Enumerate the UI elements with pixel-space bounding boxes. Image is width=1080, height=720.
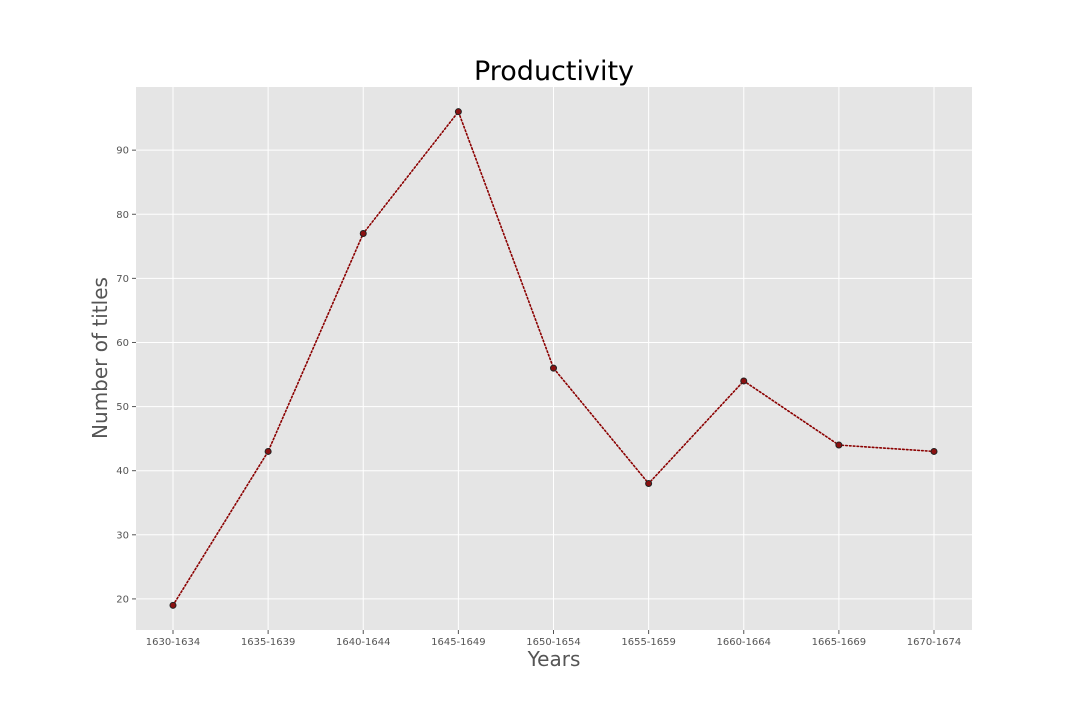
x-tick-label: 1645-1649 [431,637,486,648]
data-point [645,480,653,488]
x-tick-label: 1640-1644 [336,637,391,648]
data-point [740,377,748,385]
y-tick-label: 20 [116,594,129,605]
data-point [550,364,557,372]
x-axis-label: Years [527,647,581,671]
y-tick-label: 50 [116,402,129,413]
x-tick-label: 1650-1654 [526,637,581,648]
x-tick-label: 1655-1659 [621,637,676,648]
data-point [264,447,272,455]
y-tick-label: 60 [116,338,129,349]
y-tick-label: 30 [116,530,129,541]
y-axis-ticks: 20 30 40 50 60 70 80 90 [116,146,136,605]
data-point [930,447,938,455]
data-point [359,229,367,237]
x-axis-ticks: 1630-1634 1635-1639 1640-1644 1645-1649 1650… [146,630,962,648]
x-tick-label: 1670-1674 [907,637,962,648]
x-tick-label: 1665-1669 [812,637,867,648]
chart-title: Productivity [474,56,634,87]
data-point [835,441,843,449]
y-tick-label: 90 [116,146,129,157]
data-markers [169,108,938,609]
data-point [454,108,462,116]
x-tick-label: 1630-1634 [146,637,201,648]
grid-lines [136,87,972,630]
y-tick-label: 80 [116,210,129,221]
y-axis-label: Number of titles [88,277,112,439]
x-tick-label: 1635-1639 [241,637,296,648]
y-tick-label: 70 [116,274,129,285]
data-point [169,601,177,609]
y-tick-label: 40 [116,466,129,477]
x-tick-label: 1660-1664 [716,637,771,648]
